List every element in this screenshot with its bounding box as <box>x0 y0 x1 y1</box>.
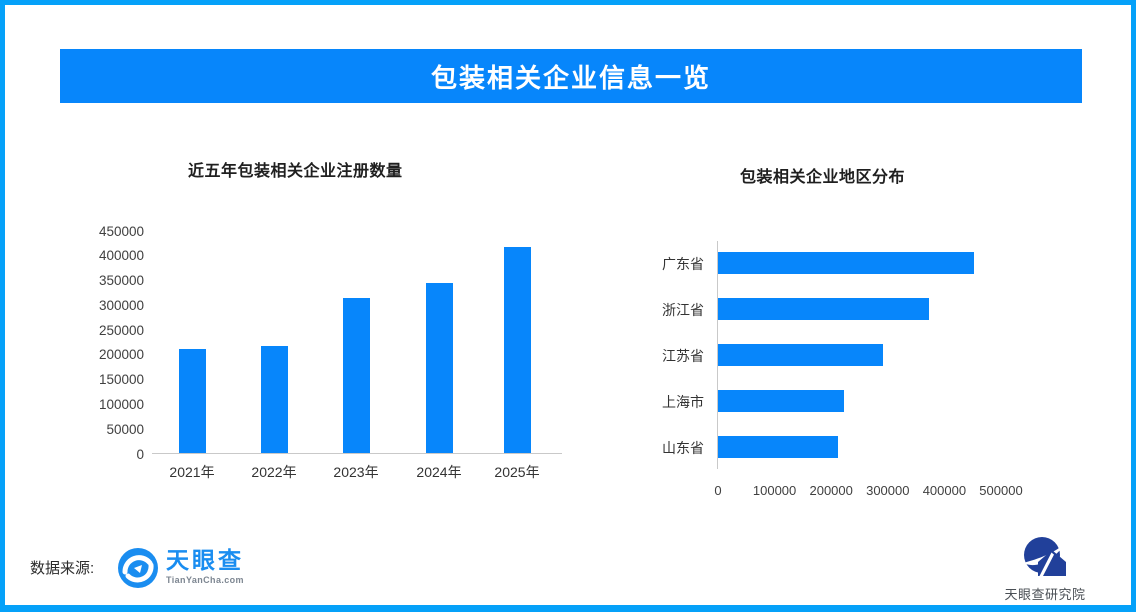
bar-2021年 <box>178 348 206 453</box>
page-title: 包装相关企业信息一览 <box>430 62 711 93</box>
registrations-chart-title: 近五年包装相关企业注册数量 <box>188 163 403 180</box>
x-axis-tick-label: 0 <box>714 483 722 498</box>
tianyancha-url: TianYanCha.com <box>166 575 244 585</box>
x-axis-tick-label: 200000 <box>809 483 853 498</box>
y-axis-tick-label: 450000 <box>98 223 144 239</box>
y-axis-tick-label: 50000 <box>106 421 144 437</box>
research-institute-logo: 天眼查研究院 <box>1000 536 1090 603</box>
bar-江苏省 <box>718 344 884 366</box>
y-axis-tick-label: 300000 <box>98 297 144 313</box>
bar-2022年 <box>260 346 288 453</box>
x-axis-category-label: 2022年 <box>251 464 297 480</box>
x-axis-category-label: 2023年 <box>333 464 379 480</box>
bar-上海市 <box>718 390 845 412</box>
tianyancha-name: 天眼查 <box>166 547 244 573</box>
category-label: 江苏省 <box>662 348 704 364</box>
tianyancha-wordmark: 天眼查 TianYanCha.com <box>166 547 244 585</box>
x-axis-tick-label: 300000 <box>866 483 910 498</box>
y-axis-tick-label: 350000 <box>98 273 144 289</box>
y-axis-tick-label: 200000 <box>98 347 144 363</box>
y-axis-tick-label: 150000 <box>98 372 144 388</box>
x-axis-category-label: 2024年 <box>416 464 462 480</box>
tianyancha-logo: 天眼查 TianYanCha.com <box>117 547 244 594</box>
category-label: 上海市 <box>662 394 704 410</box>
x-axis-category-label: 2021年 <box>169 464 215 480</box>
category-label: 浙江省 <box>662 302 704 318</box>
bar-2023年 <box>342 298 370 453</box>
y-axis-tick-label: 250000 <box>98 322 144 338</box>
category-label: 山东省 <box>662 440 704 456</box>
bar-浙江省 <box>718 298 929 320</box>
regions-bar-chart: 广东省浙江省江苏省上海市山东省 0 100000 200000 300000 400000… <box>662 241 1023 498</box>
tianyancha-eye-icon <box>117 547 159 594</box>
bar-2024年 <box>425 283 453 453</box>
data-source-label: 数据来源: <box>30 560 95 577</box>
bar-广东省 <box>718 252 974 274</box>
page-background <box>5 5 1131 605</box>
x-axis-tick-label: 400000 <box>922 483 967 498</box>
bar-山东省 <box>718 436 838 458</box>
y-axis-tick-label: 0 <box>136 446 144 462</box>
x-axis-category-label: 2025年 <box>494 464 540 480</box>
research-institute-icon <box>1022 537 1068 580</box>
research-institute-name: 天眼查研究院 <box>1004 587 1086 602</box>
x-axis-tick-label: 500000 <box>979 483 1023 498</box>
y-axis-tick-label: 100000 <box>98 396 144 412</box>
regions-chart-title: 包装相关企业地区分布 <box>740 169 906 186</box>
page-title-banner: 包装相关企业信息一览 <box>60 49 1082 103</box>
registrations-bar-chart: 450000 400000 350000 300000 250000 200000 1500… <box>99 224 562 480</box>
bar-2025年 <box>503 246 531 453</box>
category-label: 广东省 <box>662 256 704 272</box>
x-axis-tick-label: 100000 <box>752 483 797 498</box>
y-axis-tick-label: 400000 <box>98 248 144 264</box>
